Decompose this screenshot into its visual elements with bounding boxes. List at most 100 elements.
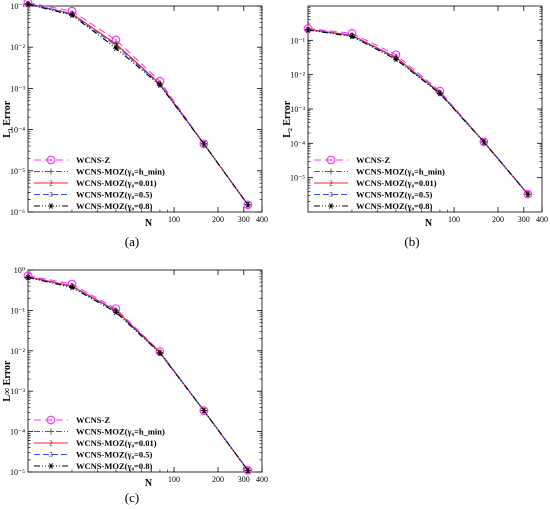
x-tick-label: 300 [238, 215, 250, 224]
svg-text:3: 3 [49, 451, 53, 459]
svg-text:3: 3 [329, 191, 333, 199]
legend-entry: WCNS-MOZ(γ₀=h_min) [314, 167, 445, 177]
legend-marker: 2 [49, 180, 53, 188]
legend-entry: WCNS-MOZ(γ₀=h_min) [34, 167, 165, 177]
data-point [480, 139, 487, 145]
legend-entry: 2 WCNS-MOZ(γ₀=0.01) [34, 438, 157, 448]
y-tick-label: 10⁻¹ [10, 306, 25, 315]
legend-marker [46, 155, 56, 165]
panel-c-chart: 10⁻⁵ 10⁻⁴ 10⁻³ 10⁻² 10⁻¹ 10⁰ 100 200 300 400 N L∞ E… [2, 266, 268, 489]
legend-label: WCNS-Z [76, 155, 110, 165]
legend-label: WCNS-MOZ(γ₀=0.5) [76, 190, 152, 200]
y-tick-label: 10⁻² [10, 347, 25, 356]
x-tick-label: 200 [212, 215, 224, 224]
legend-entry: WCNS-Z [34, 155, 110, 165]
y-tick-label: 10⁻² [10, 43, 25, 52]
legend-label: WCNS-MOZ(γ₀=h_min) [76, 167, 165, 177]
y-tick-label: 10⁻⁴ [10, 126, 25, 135]
x-tick-label: 200 [492, 215, 504, 224]
x-tick-label: 100 [168, 215, 180, 224]
y-tick-label: 10⁻³ [10, 387, 25, 396]
data-point: 3 [114, 42, 118, 50]
data-point [244, 201, 251, 208]
data-point [156, 82, 163, 88]
y-tick-label: 10⁻⁵ [290, 174, 305, 183]
y-axis-title: L₁ Error [2, 100, 13, 138]
legend-entry: WCNS-MOZ(γ₀=0.8) [34, 461, 152, 471]
legend-entry: WCNS-Z [34, 415, 110, 425]
plot-frame [27, 5, 263, 213]
y-tick-label: 10⁻⁴ [290, 139, 305, 148]
x-tick-label: 100 [448, 215, 460, 224]
x-tick-label: 400 [256, 475, 268, 484]
y-tick-label: 10⁻³ [290, 105, 305, 114]
y-tick-label: 10⁻⁵ [10, 167, 25, 176]
data-point [244, 467, 251, 474]
panel-label-c: (c) [125, 490, 139, 505]
data-point [524, 191, 531, 198]
series-line-4 [27, 3, 249, 206]
legend-label: WCNS-MOZ(γ₀=0.8) [76, 461, 152, 471]
legend-marker [48, 203, 54, 209]
legend-label: WCNS-MOZ(γ₀=h_min) [356, 167, 445, 177]
legend-label: WCNS-MOZ(γ₀=0.01) [356, 178, 437, 188]
y-axis-title: L₂ Error [282, 100, 293, 138]
svg-text:2: 2 [329, 180, 333, 188]
legend-label: WCNS-MOZ(γ₀=0.5) [356, 190, 432, 200]
svg-text:3: 3 [114, 42, 118, 50]
data-point [25, 1, 31, 8]
legend-label: WCNS-MOZ(γ₀=0.01) [76, 438, 157, 448]
data-point [200, 407, 207, 414]
legend-marker [328, 168, 334, 175]
data-point [200, 141, 207, 147]
legend-label: WCNS-Z [76, 415, 110, 425]
legend-label: WCNS-MOZ(γ₀=h_min) [76, 427, 165, 437]
legend-entry: WCNS-MOZ(γ₀=0.8) [34, 201, 152, 211]
y-axis-title: L∞ Error [2, 360, 13, 402]
legend-marker: 3 [49, 191, 53, 199]
y-tick-label: 10⁻⁴ [10, 428, 25, 437]
legend-entry: 3 WCNS-MOZ(γ₀=0.5) [314, 190, 432, 200]
legend-marker: 3 [49, 451, 53, 459]
x-axis-title: N [425, 218, 433, 229]
legend-entry: 2 WCNS-MOZ(γ₀=0.01) [314, 178, 437, 188]
legend-label: WCNS-MOZ(γ₀=0.01) [76, 178, 157, 188]
legend-marker [46, 415, 56, 425]
data-point [112, 45, 119, 51]
data-point [305, 27, 311, 33]
legend-marker [326, 155, 336, 165]
y-tick-label: 10⁻² [290, 71, 305, 80]
panel-b-chart: 10⁻⁵ 10⁻⁴ 10⁻³ 10⁻² 10⁻¹ 100 200 300 400 N L₂ Erro… [282, 5, 548, 229]
legend-marker [48, 168, 54, 175]
legend-entry: WCNS-MOZ(γ₀=0.8) [314, 201, 432, 211]
series-line-3 [27, 276, 249, 471]
legend-marker [48, 463, 54, 469]
y-tick-label: 10⁻¹ [290, 36, 305, 45]
x-tick-label: 300 [518, 215, 530, 224]
legend-entry: 3 WCNS-MOZ(γ₀=0.5) [34, 450, 152, 460]
legend-label: WCNS-MOZ(γ₀=0.5) [76, 450, 152, 460]
legend-entry: 3 WCNS-MOZ(γ₀=0.5) [34, 190, 152, 200]
svg-text:2: 2 [49, 440, 53, 448]
plot-frame [27, 269, 263, 473]
series-line-4 [307, 29, 529, 195]
y-tick-label: 10⁻⁵ [10, 468, 25, 477]
svg-text:2: 2 [114, 40, 118, 48]
legend-marker [48, 428, 54, 435]
x-tick-label: 200 [212, 475, 224, 484]
svg-text:3: 3 [49, 191, 53, 199]
data-point [68, 284, 75, 291]
svg-text:2: 2 [49, 180, 53, 188]
data-point [436, 90, 443, 97]
panel-label-b: (b) [404, 234, 419, 249]
y-tick-label: 10⁻³ [10, 84, 25, 93]
data-point [25, 274, 31, 281]
x-tick-label: 400 [256, 215, 268, 224]
x-tick-label: 400 [536, 215, 548, 224]
legend-entry: WCNS-Z [314, 155, 390, 165]
panel-a-chart: 10⁻⁶ 10⁻⁵ 10⁻⁴ 10⁻³ 10⁻² 10⁻¹ 100 200 300 400 N L₁ … [2, 0, 268, 229]
series-line-0 [307, 28, 529, 195]
series-line-4 [27, 277, 249, 471]
legend-label: WCNS-Z [356, 155, 390, 165]
